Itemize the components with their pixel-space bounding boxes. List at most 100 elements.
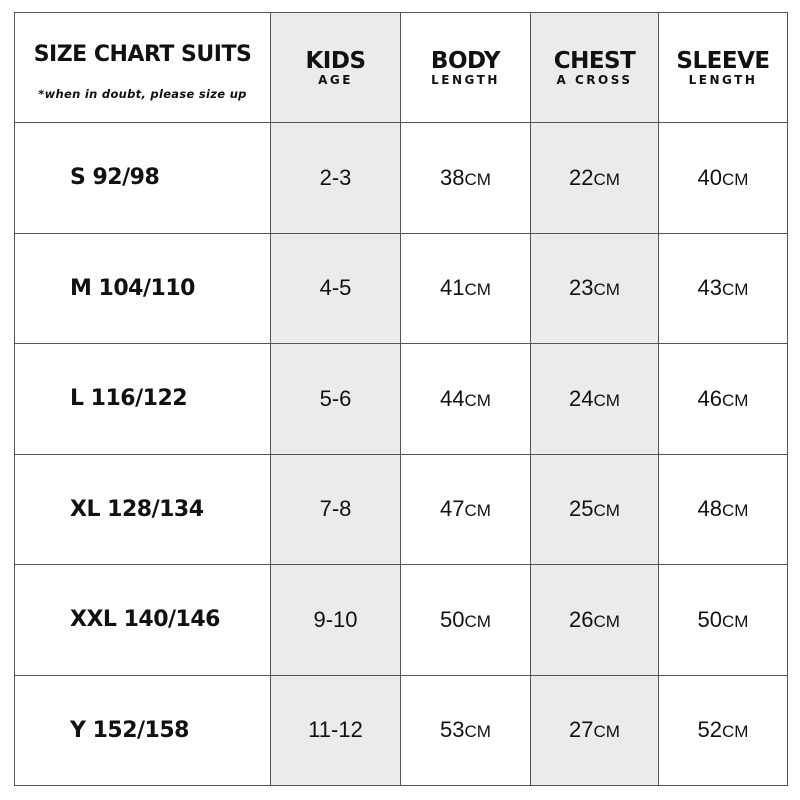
chest-cell: 23CM (530, 232, 659, 344)
age-cell-value: 11-12 (308, 717, 363, 743)
body-length-cell: 53CM (400, 674, 531, 786)
chest-cell-value: 27 (569, 717, 594, 743)
sleeve-length-cell: 46CM (658, 343, 788, 455)
size-note: *when in doubt, please size up (38, 87, 247, 101)
size-cell-value: XXL 140/146 (70, 607, 220, 633)
body-length-cell-value: 44 (440, 385, 465, 411)
size-cell-value: Y 152/158 (70, 717, 189, 743)
unit-label: CM (464, 611, 491, 631)
body-length-cell-value: 53 (440, 717, 465, 743)
column-header-chest-across: CHEST A CROSS (530, 12, 659, 123)
size-cell-value: L 116/122 (70, 386, 188, 412)
table-row: Y 152/158 11-12 53CM 27CM 52CM (14, 674, 788, 786)
size-cell: L 116/122 (14, 343, 271, 455)
chest-cell-value: 23 (569, 275, 594, 301)
sleeve-length-cell: 52CM (658, 674, 788, 786)
size-cell-value: XL 128/134 (70, 496, 204, 522)
table-row: S 92/98 2-3 38CM 22CM 40CM (14, 122, 788, 234)
chest-cell-value: 26 (569, 606, 594, 632)
size-cell: M 104/110 (14, 232, 271, 344)
age-cell: 2-3 (270, 122, 401, 234)
table-row: L 116/122 5-6 44CM 24CM 46CM (14, 343, 788, 455)
chest-cell: 25CM (530, 453, 659, 565)
sleeve-length-cell-value: 52 (697, 717, 723, 743)
unit-label: CM (464, 169, 491, 189)
age-cell: 7-8 (270, 453, 401, 565)
column-header-kids-age: KIDS AGE (270, 12, 401, 123)
size-cell: S 92/98 (14, 122, 271, 234)
body-length-cell-value: 41 (440, 275, 465, 301)
age-cell-value: 2-3 (319, 164, 352, 190)
chart-title: SIZE CHART SUITS (33, 42, 252, 67)
unit-label: CM (593, 501, 620, 521)
sleeve-length-cell: 40CM (658, 122, 788, 234)
sleeve-length-cell-value: 50 (697, 606, 723, 632)
unit-label: CM (722, 611, 749, 631)
chest-cell-value: 25 (569, 496, 594, 522)
column-header-main: SLEEVE (676, 47, 770, 74)
column-header-main: CHEST (553, 47, 636, 74)
column-header-sub: A CROSS (556, 72, 633, 87)
unit-label: CM (593, 390, 620, 410)
column-header-main: KIDS (305, 47, 366, 74)
age-cell: 4-5 (270, 232, 401, 344)
chest-cell-value: 22 (569, 164, 594, 190)
body-length-cell: 50CM (400, 564, 531, 676)
sleeve-length-cell-value: 40 (697, 164, 723, 190)
title-cell: SIZE CHART SUITS *when in doubt, please … (14, 12, 271, 123)
size-cell-value: M 104/110 (70, 275, 195, 301)
table-row: M 104/110 4-5 41CM 23CM 43CM (14, 232, 788, 344)
unit-label: CM (722, 280, 749, 300)
unit-label: CM (722, 501, 749, 521)
unit-label: CM (722, 390, 749, 410)
chest-cell-value: 24 (569, 385, 594, 411)
sleeve-length-cell: 50CM (658, 564, 788, 676)
unit-label: CM (464, 280, 491, 300)
unit-label: CM (593, 611, 620, 631)
unit-label: CM (593, 169, 620, 189)
sleeve-length-cell-value: 43 (697, 275, 723, 301)
body-length-cell: 44CM (400, 343, 531, 455)
size-cell: XXL 140/146 (14, 564, 271, 676)
column-header-sub: AGE (318, 72, 353, 87)
size-cell-value: S 92/98 (70, 165, 160, 191)
header-row: SIZE CHART SUITS *when in doubt, please … (14, 12, 788, 123)
chest-cell: 26CM (530, 564, 659, 676)
unit-label: CM (464, 722, 491, 742)
column-header-body-length: BODY LENGTH (400, 12, 531, 123)
age-cell: 11-12 (270, 674, 401, 786)
body-length-cell: 47CM (400, 453, 531, 565)
table-row: XXL 140/146 9-10 50CM 26CM 50CM (14, 564, 788, 676)
age-cell: 5-6 (270, 343, 401, 455)
sleeve-length-cell: 48CM (658, 453, 788, 565)
unit-label: CM (722, 169, 749, 189)
body-length-cell-value: 47 (440, 496, 465, 522)
column-header-sub: LENGTH (688, 72, 758, 87)
column-header-sleeve-length: SLEEVE LENGTH (658, 12, 788, 123)
chest-cell: 24CM (530, 343, 659, 455)
size-cell: Y 152/158 (14, 674, 271, 786)
age-cell-value: 7-8 (319, 496, 352, 522)
size-cell: XL 128/134 (14, 453, 271, 565)
sleeve-length-cell: 43CM (658, 232, 788, 344)
chest-cell: 27CM (530, 674, 659, 786)
age-cell-value: 4-5 (319, 275, 352, 301)
age-cell: 9-10 (270, 564, 401, 676)
unit-label: CM (722, 722, 749, 742)
size-chart-table: SIZE CHART SUITS *when in doubt, please … (14, 12, 788, 786)
body-length-cell-value: 50 (440, 606, 465, 632)
body-length-cell: 38CM (400, 122, 531, 234)
unit-label: CM (593, 722, 620, 742)
chest-cell: 22CM (530, 122, 659, 234)
unit-label: CM (464, 501, 491, 521)
age-cell-value: 9-10 (313, 606, 358, 632)
column-header-sub: LENGTH (431, 72, 500, 87)
unit-label: CM (464, 390, 491, 410)
table-row: XL 128/134 7-8 47CM 25CM 48CM (14, 453, 788, 565)
body-length-cell-value: 38 (440, 164, 465, 190)
column-header-main: BODY (430, 47, 501, 74)
body-length-cell: 41CM (400, 232, 531, 344)
sleeve-length-cell-value: 48 (697, 496, 723, 522)
unit-label: CM (593, 280, 620, 300)
age-cell-value: 5-6 (319, 385, 352, 411)
